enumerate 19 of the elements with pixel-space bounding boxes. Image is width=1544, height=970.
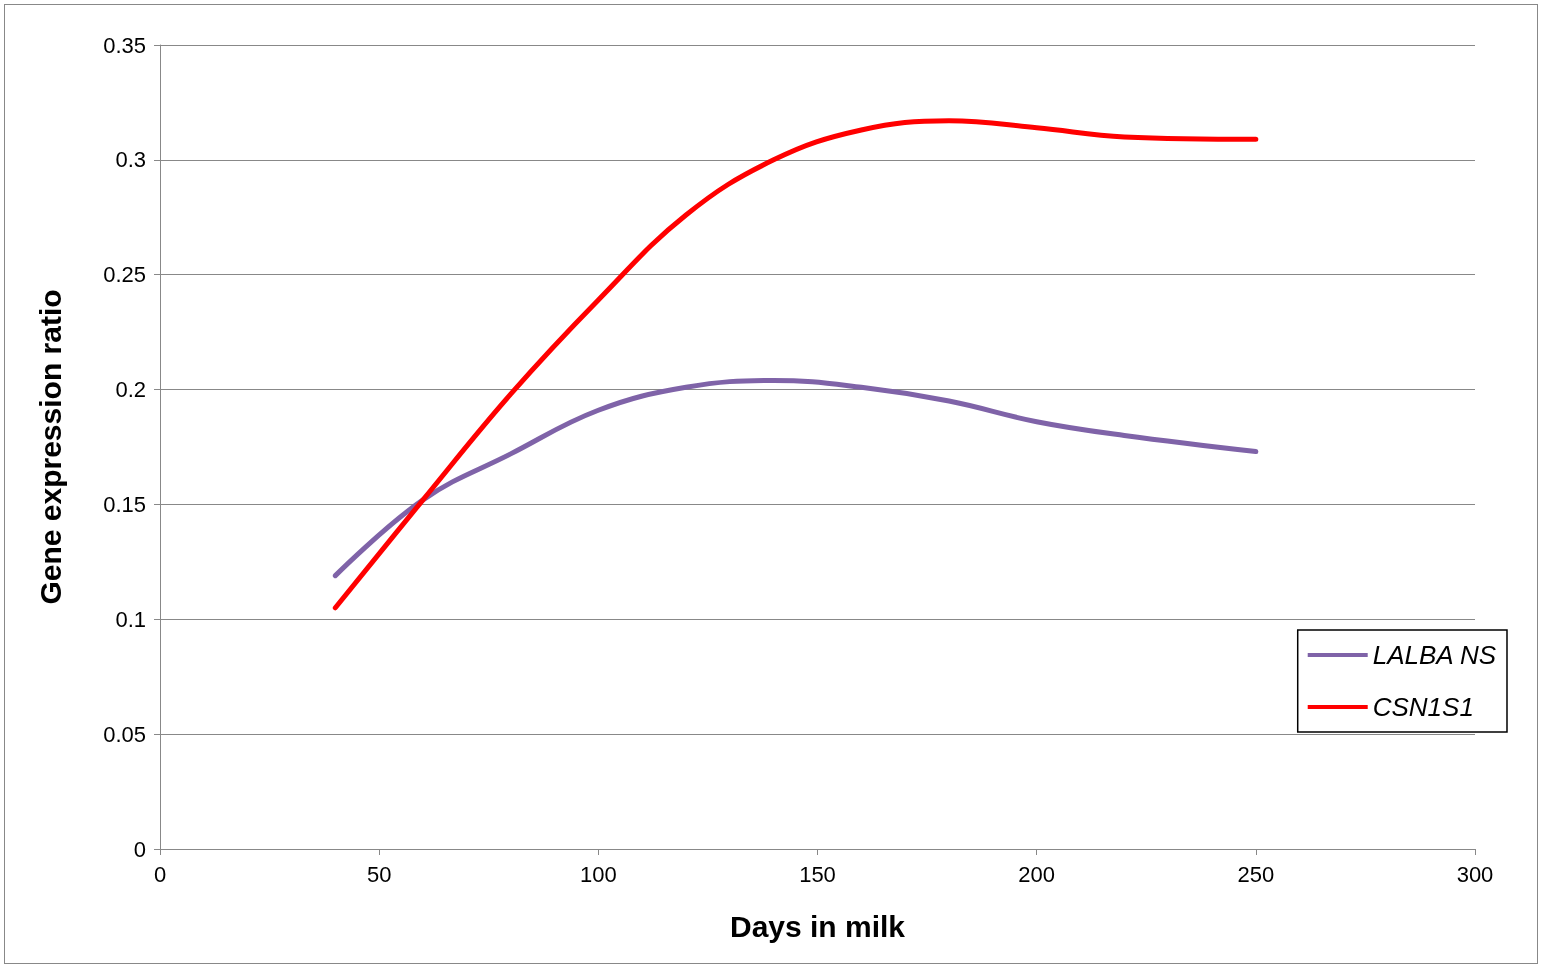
x-tick-label: 150 (799, 861, 836, 887)
legend-label: CSN1S1 (1372, 692, 1474, 722)
y-tick-label: 0.3 (115, 147, 146, 173)
x-tick-label: 100 (579, 861, 617, 887)
y-tick-label: 0.1 (115, 606, 146, 632)
x-axis-title: Days in milk (729, 909, 906, 943)
y-tick-label: 0.05 (103, 721, 146, 747)
y-tick-label: 0 (133, 836, 146, 862)
y-tick-label: 0.2 (115, 377, 146, 403)
legend-label: LALBA NS (1372, 640, 1497, 670)
y-tick-label: 0.35 (103, 32, 146, 58)
y-tick-label: 0.15 (103, 491, 146, 517)
x-tick-label: 200 (1018, 861, 1056, 887)
x-tick-label: 250 (1237, 861, 1275, 887)
y-tick-label: 0.25 (103, 262, 146, 288)
x-tick-label: 0 (153, 861, 167, 887)
x-tick-label: 50 (366, 861, 392, 887)
x-tick-label: 300 (1456, 861, 1494, 887)
y-axis-title: Gene expression ratio (33, 289, 67, 605)
